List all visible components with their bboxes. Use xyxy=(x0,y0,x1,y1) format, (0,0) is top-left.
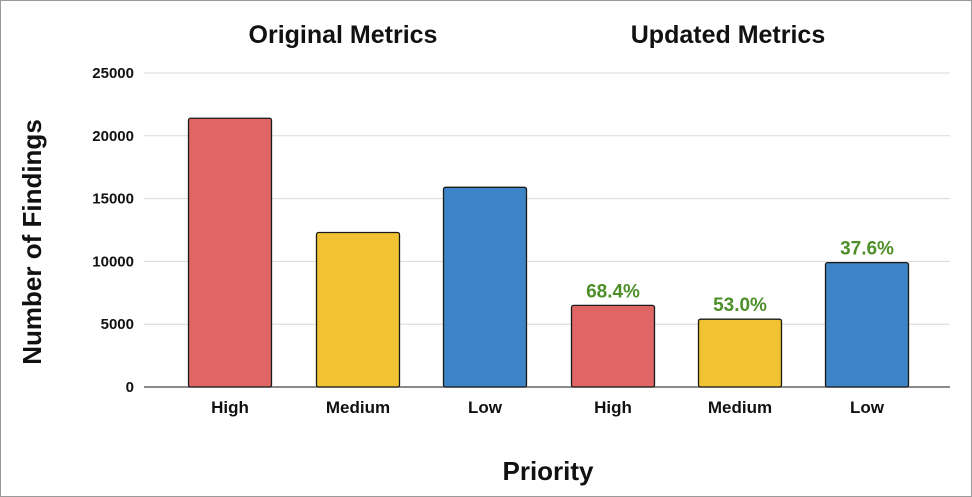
bar-low-original xyxy=(442,186,528,388)
y-tick-label: 5000 xyxy=(101,316,134,333)
y-tick-label: 15000 xyxy=(92,191,134,208)
bar-medium-original xyxy=(315,231,401,388)
data-label: 68.4% xyxy=(586,281,640,302)
data-label: 53.0% xyxy=(713,295,767,316)
x-tick-label: High xyxy=(211,398,249,417)
group-title-updated: Updated Metrics xyxy=(631,21,825,49)
y-tick-label: 0 xyxy=(126,379,134,396)
y-tick-label: 25000 xyxy=(92,65,134,82)
x-tick-label: Low xyxy=(850,398,885,417)
labels: 0 5000 10000 15000 20000 25000 High Medium Low Hi… xyxy=(92,65,894,417)
x-axis-title: Priority xyxy=(502,456,594,486)
group-title-original: Original Metrics xyxy=(249,21,438,49)
bars xyxy=(187,117,910,388)
data-label: 37.6% xyxy=(840,239,894,260)
bar-medium-updated xyxy=(697,318,783,388)
x-tick-label: Low xyxy=(468,398,503,417)
bar-low-updated xyxy=(824,262,910,388)
x-tick-label: Medium xyxy=(326,398,390,417)
bar-high-original xyxy=(187,117,273,388)
y-tick-label: 20000 xyxy=(92,128,134,145)
x-tick-label: Medium xyxy=(708,398,772,417)
x-tick-label: High xyxy=(594,398,632,417)
y-tick-label: 10000 xyxy=(92,253,134,270)
bar-high-updated xyxy=(570,304,656,388)
gridlines xyxy=(144,72,950,388)
y-axis-title: Number of Findings xyxy=(17,119,47,365)
